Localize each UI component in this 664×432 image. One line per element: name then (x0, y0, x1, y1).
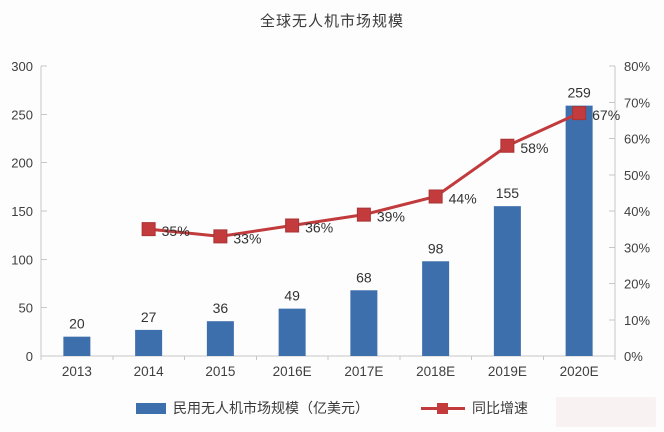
chart-legend: 民用无人机市场规模（亿美元） 同比增速 (0, 398, 664, 418)
line-value-label: 44% (449, 191, 477, 207)
x-axis-category-label: 2016E (273, 364, 312, 379)
line-marker-2017E (356, 207, 371, 222)
right-axis-tick-label: 0% (624, 349, 643, 364)
x-axis-category-label: 2019E (488, 364, 527, 379)
right-axis-tick-label: 60% (624, 132, 650, 147)
x-axis-category-label: 2015 (205, 364, 235, 379)
line-value-label: 39% (377, 209, 405, 225)
line-marker-2015 (213, 229, 228, 244)
line-value-label: 36% (305, 220, 333, 236)
bar-series-swatch-icon (136, 402, 166, 414)
bar-2017E (350, 290, 378, 356)
legend-entry-bars: 民用无人机市场规模（亿美元） (136, 398, 369, 418)
x-axis-category-label: 2013 (62, 364, 92, 379)
bar-value-label: 27 (141, 309, 157, 325)
bar-2019E (493, 206, 521, 356)
left-axis-tick-label: 50 (19, 301, 33, 316)
legend-bar-label: 民用无人机市场规模（亿美元） (173, 400, 369, 416)
watermark (556, 397, 656, 427)
left-axis-tick-label: 150 (11, 204, 33, 219)
line-value-label: 35% (162, 223, 190, 239)
x-axis-category-label: 2020E (560, 364, 599, 379)
bar-2013 (63, 336, 91, 356)
legend-line-label: 同比增速 (472, 400, 528, 416)
bar-2018E (422, 261, 450, 356)
legend-entry-line: 同比增速 (421, 398, 528, 418)
bar-2014 (135, 329, 163, 356)
right-axis-tick-label: 30% (624, 240, 650, 255)
line-series-swatch-icon (421, 402, 465, 415)
line-value-label: 58% (520, 140, 548, 156)
bar-2015 (206, 321, 234, 356)
line-marker-2019E (500, 138, 515, 153)
chart-title: 全球无人机市场规模 (259, 13, 404, 30)
bar-value-label: 259 (567, 85, 591, 101)
bar-value-label: 68 (356, 269, 372, 285)
x-axis-category-label: 2017E (344, 364, 383, 379)
right-axis-tick-label: 40% (624, 204, 650, 219)
left-axis-tick-label: 300 (11, 59, 33, 74)
bar-value-label: 98 (428, 240, 444, 256)
left-axis-tick-label: 0 (26, 349, 33, 364)
bar-2016E (278, 308, 306, 356)
right-axis-tick-label: 20% (624, 277, 650, 292)
line-marker-2020E (572, 106, 587, 121)
bar-value-label: 155 (496, 185, 520, 201)
line-marker-2016E (285, 218, 300, 233)
bar-2020E (565, 105, 593, 356)
line-marker-2014 (141, 222, 156, 237)
left-axis-tick-label: 100 (11, 252, 33, 267)
line-value-label: 33% (233, 230, 261, 246)
left-axis-tick-label: 250 (11, 107, 33, 122)
bar-value-label: 20 (69, 316, 85, 332)
right-axis-tick-label: 50% (624, 168, 650, 183)
right-axis-tick-label: 80% (624, 59, 650, 74)
left-axis-tick-label: 200 (11, 156, 33, 171)
right-axis-tick-label: 70% (624, 95, 650, 110)
line-value-label: 67% (592, 107, 620, 123)
x-axis-category-label: 2018E (416, 364, 455, 379)
line-marker-2018E (428, 189, 443, 204)
right-axis-tick-label: 10% (624, 313, 650, 328)
bar-value-label: 36 (213, 300, 229, 316)
x-axis-category-label: 2014 (134, 364, 165, 379)
bar-value-label: 49 (284, 288, 300, 304)
